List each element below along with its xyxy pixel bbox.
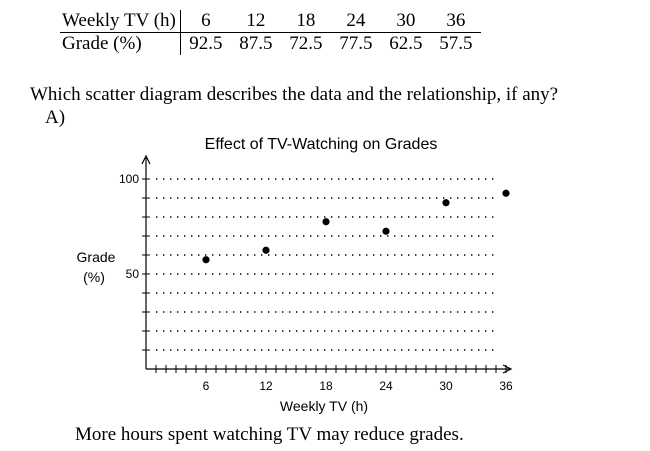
y-axis-label: Grade bbox=[77, 249, 116, 265]
table-cell: 92.5 bbox=[189, 33, 223, 54]
table-cell: 30 bbox=[380, 10, 431, 33]
x-tick-label: 18 bbox=[319, 379, 333, 393]
x-axis-label: Weekly TV (h) bbox=[280, 398, 368, 414]
answer-caption: More hours spent watching TV may reduce … bbox=[75, 424, 464, 445]
table-cell: 57.5 bbox=[439, 33, 473, 54]
table-cell: 87.5 bbox=[239, 33, 273, 54]
data-point bbox=[382, 227, 390, 235]
data-table: Weekly TV (h) 6 12 18 24 30 36 Grade (%)… bbox=[60, 10, 481, 55]
tick-labels: 6 12 18 24 30 36 50 100 bbox=[119, 172, 513, 393]
chart-title: Effect of TV-Watching on Grades bbox=[205, 136, 438, 153]
y-tick-label: 50 bbox=[126, 267, 140, 281]
table-cell: 6 bbox=[180, 10, 231, 33]
tick-marks bbox=[142, 178, 507, 373]
table-cell: 77.5 bbox=[339, 33, 373, 54]
question-text: Which scatter diagram describes the data… bbox=[30, 84, 559, 105]
table-cell: 24 bbox=[330, 10, 381, 33]
x-tick-label: 24 bbox=[379, 379, 393, 393]
table-cell: 36 bbox=[430, 10, 481, 33]
table-row: Weekly TV (h) 6 12 18 24 30 36 bbox=[60, 10, 481, 33]
option-letter: A) bbox=[45, 107, 66, 128]
y-axis-label-unit: (%) bbox=[83, 269, 105, 285]
table-cell: 12 bbox=[230, 10, 281, 33]
data-point bbox=[322, 218, 330, 226]
row-header: Weekly TV (h) bbox=[60, 10, 181, 33]
x-tick-label: 30 bbox=[439, 379, 453, 393]
x-tick-label: 6 bbox=[203, 379, 210, 393]
axes bbox=[141, 154, 513, 374]
x-tick-label: 12 bbox=[259, 379, 273, 393]
table-row: Grade (%) 92.5 87.5 72.5 77.5 62.5 57.5 bbox=[60, 32, 481, 55]
data-point bbox=[202, 256, 210, 264]
row-header: Grade (%) bbox=[60, 32, 181, 55]
data-points bbox=[202, 189, 510, 264]
data-point bbox=[442, 199, 450, 207]
table-cell: 72.5 bbox=[289, 33, 323, 54]
grid-lines bbox=[156, 178, 496, 351]
y-axis-arrow bbox=[141, 154, 151, 165]
data-point bbox=[262, 246, 270, 254]
table-cell: 18 bbox=[280, 10, 331, 33]
y-tick-label: 100 bbox=[119, 172, 139, 186]
x-tick-label: 36 bbox=[499, 379, 513, 393]
table-cell: 62.5 bbox=[389, 33, 423, 54]
data-point bbox=[502, 189, 510, 197]
